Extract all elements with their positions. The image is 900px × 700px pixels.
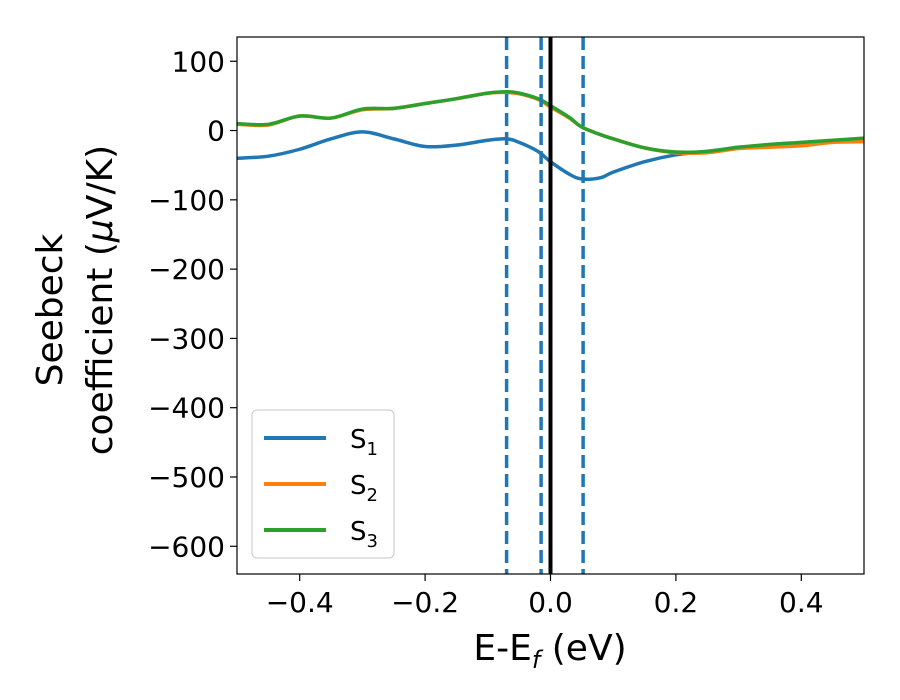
y-axis-label-unit: V/K) [80,145,121,219]
y-tick-label: −400 [148,392,225,425]
y-axis-label-line1: Seebeck [30,233,71,386]
x-tick-label: 0.4 [779,586,824,619]
legend-label-s3: S3 [350,517,378,552]
y-tick-label: 0 [207,115,225,148]
y-axis-label-line2: coefficient (μV/K) [80,145,121,455]
x-axis-label-main: E-E [473,628,531,669]
y-axis-label-mu: μ [80,219,121,243]
legend-label-s2: S2 [350,471,378,506]
legend-label-s1: S1 [350,425,378,460]
legend: S1 S2 S3 [251,409,395,559]
x-axis-label: E-Ef (eV) [473,628,626,674]
x-axis-label-unit: (eV) [540,628,626,669]
axis-ticks: −0.4 −0.2 0.0 0.2 0.4 100 0 −100 −200 −300 −400 −50… [148,45,823,619]
y-tick-label: −600 [148,530,225,563]
x-tick-label: −0.2 [391,586,459,619]
y-axis-label-prefix: coefficient ( [80,242,121,455]
y-tick-label: −300 [148,322,225,355]
y-tick-label: −500 [148,461,225,494]
x-tick-label: 0.0 [528,586,573,619]
x-tick-label: 0.2 [654,586,699,619]
y-tick-label: −100 [148,184,225,217]
y-tick-label: −200 [148,253,225,286]
plot-area [237,37,864,574]
x-tick-label: −0.4 [266,586,334,619]
y-tick-label: 100 [172,45,225,78]
